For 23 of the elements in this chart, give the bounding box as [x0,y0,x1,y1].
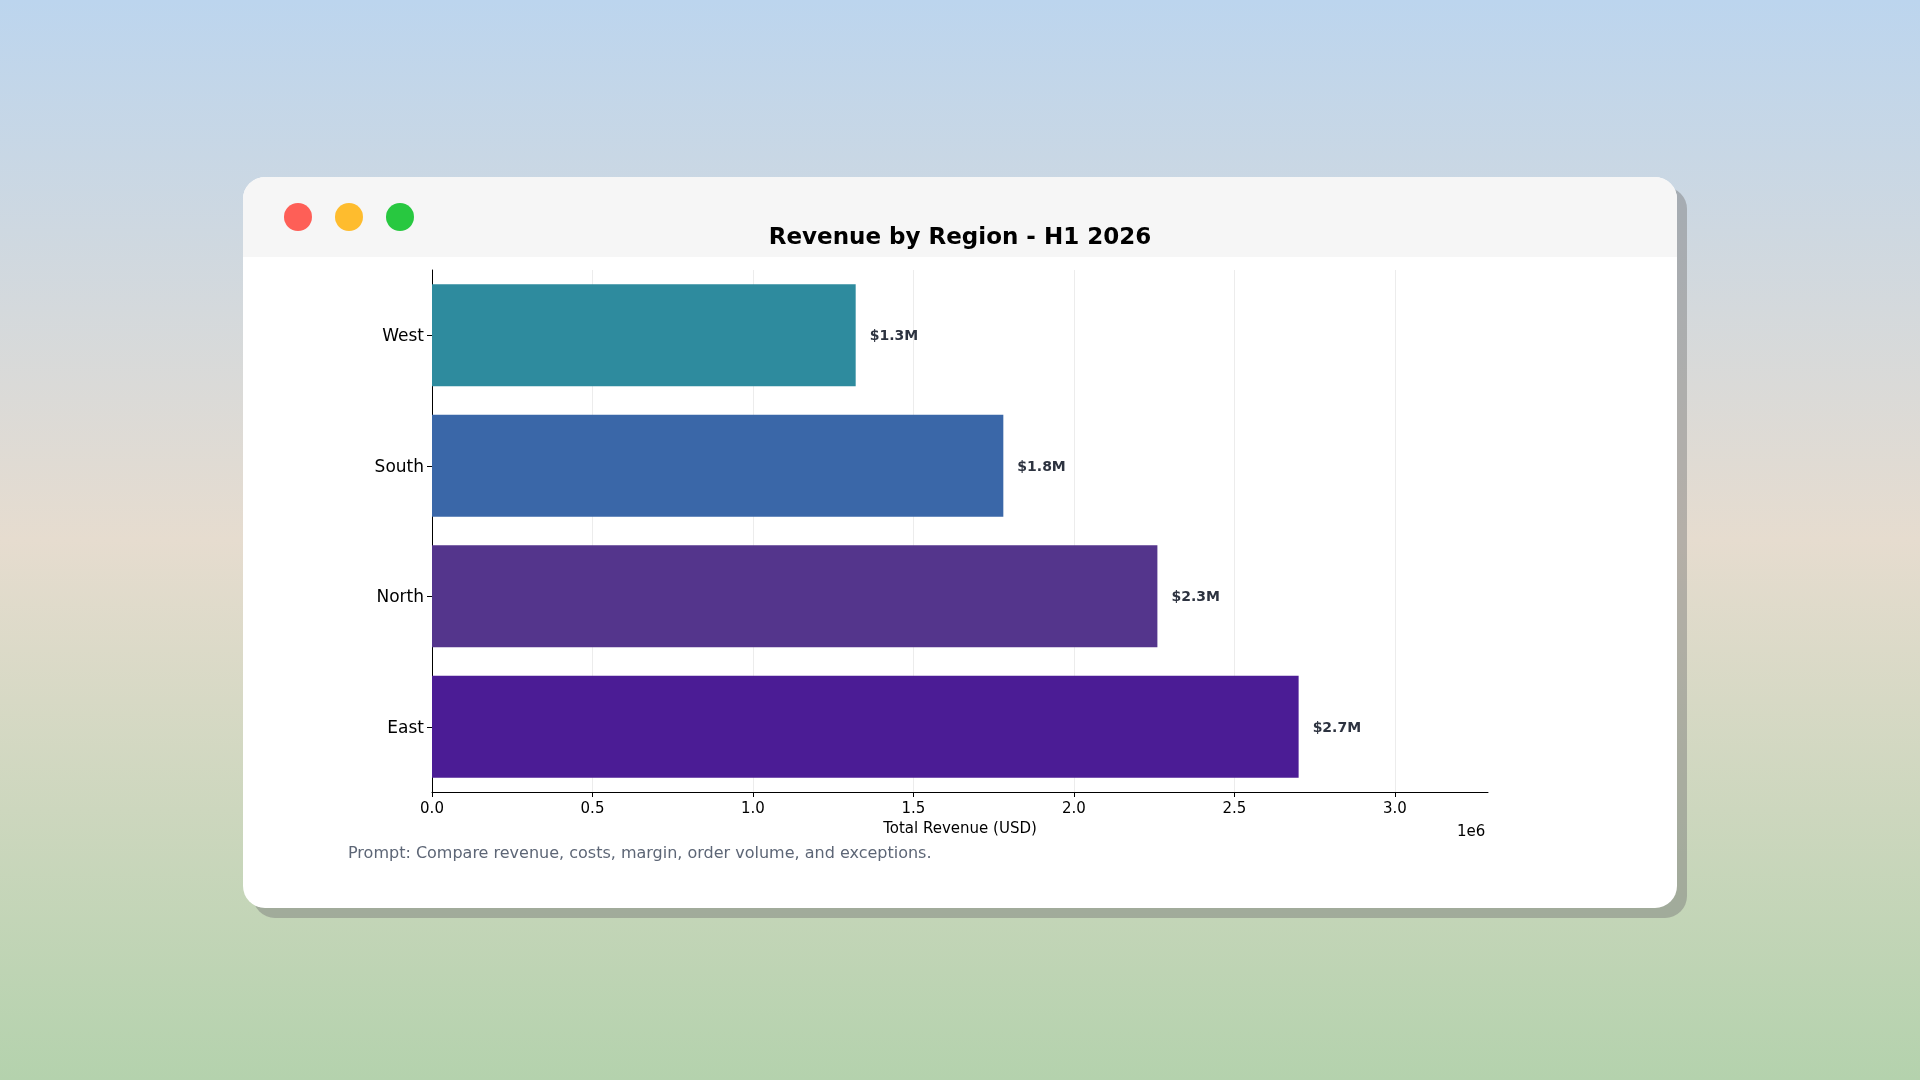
bar [432,284,856,387]
x-tick-label: 2.0 [1062,798,1086,817]
bar [432,675,1299,778]
data-label: $1.3M [869,327,919,344]
y-tick-label: South [374,455,424,476]
text: Prompt: Compare revenue, costs, margin, order volume, and exceptions. [348,843,932,862]
data-label: $2.7M [1312,718,1362,735]
x-tick-label: 0.5 [580,798,605,817]
bar [432,545,1158,648]
data-label: $1.8M [1017,457,1066,474]
x-tick-label: 1.0 [741,798,765,817]
x-axis-title: Total Revenue (USD) [882,818,1037,837]
y-tick-label: East [387,716,425,737]
y-tick-label: North [376,586,424,607]
y-tick-label: West [382,325,425,346]
text: 1e6 [1457,822,1486,840]
x-tick-label: 3.0 [1382,798,1407,817]
x-tick-label: 2.5 [1222,798,1247,817]
x-tick-label: 0.0 [420,798,444,817]
x-tick-label: 1.5 [901,798,926,817]
data-label: $2.3M [1171,588,1220,605]
bar [432,414,1004,517]
chart-title: Revenue by Region - H1 2026 [767,223,1153,249]
